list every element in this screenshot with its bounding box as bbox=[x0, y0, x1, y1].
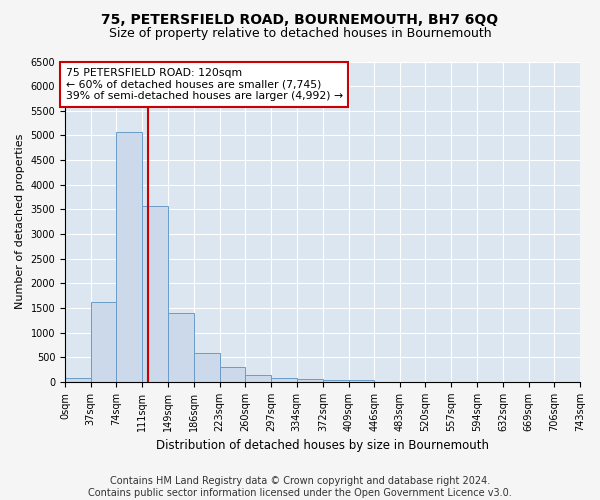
Text: Size of property relative to detached houses in Bournemouth: Size of property relative to detached ho… bbox=[109, 28, 491, 40]
Bar bbox=[271, 378, 296, 382]
Bar bbox=[323, 380, 349, 382]
Text: Contains HM Land Registry data © Crown copyright and database right 2024.
Contai: Contains HM Land Registry data © Crown c… bbox=[88, 476, 512, 498]
Bar bbox=[91, 302, 116, 382]
Bar bbox=[168, 313, 194, 382]
Bar bbox=[142, 206, 168, 382]
Bar bbox=[220, 367, 245, 382]
Bar bbox=[245, 375, 271, 382]
Text: 75, PETERSFIELD ROAD, BOURNEMOUTH, BH7 6QQ: 75, PETERSFIELD ROAD, BOURNEMOUTH, BH7 6… bbox=[101, 12, 499, 26]
Bar bbox=[349, 380, 374, 382]
Bar bbox=[116, 132, 142, 382]
X-axis label: Distribution of detached houses by size in Bournemouth: Distribution of detached houses by size … bbox=[156, 440, 489, 452]
Bar bbox=[65, 378, 91, 382]
Bar bbox=[194, 353, 220, 382]
Bar bbox=[296, 379, 323, 382]
Y-axis label: Number of detached properties: Number of detached properties bbox=[15, 134, 25, 310]
Text: 75 PETERSFIELD ROAD: 120sqm
← 60% of detached houses are smaller (7,745)
39% of : 75 PETERSFIELD ROAD: 120sqm ← 60% of det… bbox=[66, 68, 343, 101]
